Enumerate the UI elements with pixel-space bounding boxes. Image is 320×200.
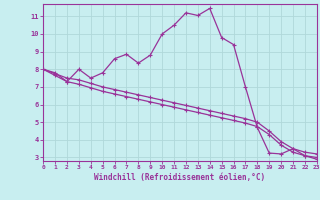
X-axis label: Windchill (Refroidissement éolien,°C): Windchill (Refroidissement éolien,°C) [94, 173, 266, 182]
